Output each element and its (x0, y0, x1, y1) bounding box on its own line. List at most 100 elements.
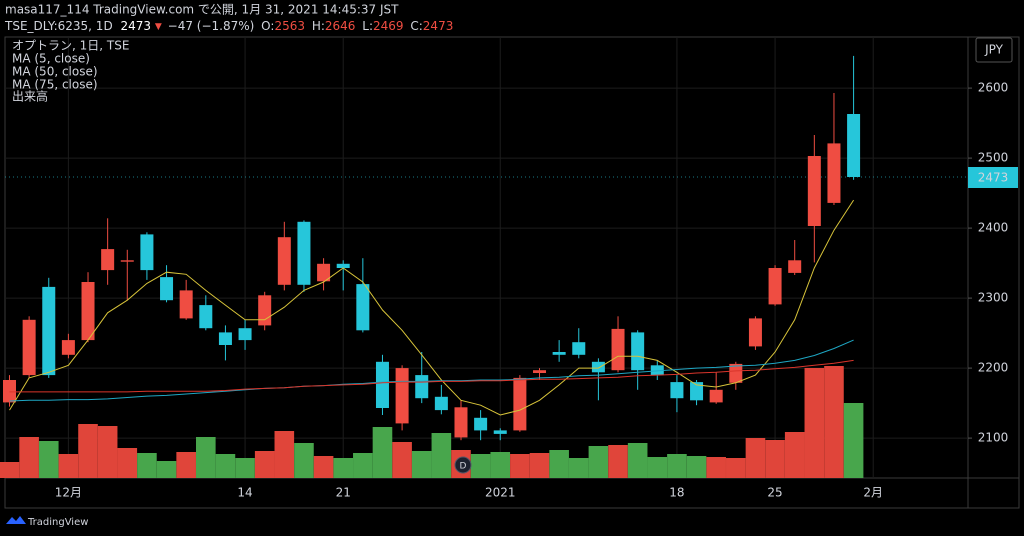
candle-body (729, 363, 743, 383)
volume-bar (78, 424, 98, 478)
candle-body (631, 332, 645, 371)
volume-bar (824, 366, 844, 478)
event-marker-label[interactable]: D (460, 462, 467, 472)
candle-body (101, 249, 115, 271)
candle-body (3, 380, 16, 403)
candle-body (690, 382, 704, 401)
volume-bar (549, 450, 569, 478)
last-price: 2473 (121, 19, 152, 33)
candle-body (81, 282, 95, 341)
ma-line (9, 359, 854, 393)
ohlc-label: C: (410, 19, 422, 33)
candle-body (513, 377, 527, 431)
ohlc-value: 2563 (274, 19, 305, 33)
legend-entry: MA (5, close) (12, 52, 90, 66)
candle-body (120, 260, 134, 262)
volume-bar (0, 462, 20, 478)
volume-bar (392, 442, 412, 478)
ohlc-label: O: (261, 19, 274, 33)
ohlc-value: 2473 (423, 19, 454, 33)
ma-line (9, 339, 854, 402)
candle-body (611, 328, 625, 371)
candle-body (258, 295, 272, 326)
y-tick-label: 2500 (978, 151, 1009, 165)
candle-body (474, 417, 488, 431)
volume-bar (627, 443, 648, 478)
brand: TradingView (27, 517, 88, 528)
x-tick-label: 18 (669, 486, 684, 500)
legend-title: オプトラン, 1日, TSE (12, 39, 129, 53)
candle-body (61, 340, 75, 355)
volume-bar (588, 446, 609, 478)
last-price-box (968, 167, 1018, 188)
volume-bar (470, 454, 491, 478)
ohlc-value: 2469 (373, 19, 404, 33)
volume-bar (254, 451, 275, 478)
header-line1: masa117_114 TradingView.com で公開, 1月 31, … (5, 3, 399, 17)
legend-entry: 出来高 (12, 89, 48, 104)
y-tick-label: 2600 (978, 81, 1009, 95)
volume-bar (19, 437, 39, 478)
candle-body (533, 370, 547, 373)
volume-bar (784, 432, 805, 478)
event-marker[interactable] (454, 456, 472, 474)
volume-bar (176, 452, 196, 478)
volume-bar (843, 403, 864, 478)
volume-bar (274, 431, 295, 478)
ohlc-value: 2646 (325, 19, 356, 33)
candle-body (317, 263, 331, 282)
symbol: TSE_DLY:6235, 1D (4, 19, 113, 33)
x-tick-label: 12月 (55, 486, 82, 500)
volume-bar (608, 445, 628, 478)
legend-entry: MA (75, close) (12, 78, 98, 92)
candle-body (140, 234, 154, 271)
currency-box[interactable] (975, 37, 1013, 63)
volume-bar (706, 457, 726, 478)
volume-bar (353, 453, 373, 478)
frame (4, 36, 1020, 509)
candle-body (42, 286, 56, 376)
volume-bar (294, 443, 314, 478)
volume-bar (647, 457, 668, 478)
volume-bar (726, 458, 746, 478)
candle-body (454, 407, 468, 438)
candle-body (415, 375, 429, 399)
candle-body (160, 277, 174, 301)
candle-body (650, 365, 664, 376)
candle-body (807, 156, 821, 226)
volume-bar (215, 454, 236, 478)
candle-body (434, 396, 448, 411)
ohlc-label: H: (312, 19, 325, 33)
volume-bar (804, 368, 825, 478)
candle-body (395, 368, 409, 424)
last-price-label: 2473 (978, 171, 1009, 185)
volume-bar (372, 427, 393, 478)
candle-body (552, 352, 566, 355)
candle-body (827, 143, 841, 203)
volume-bar (137, 453, 157, 478)
change: −47 (−1.87%) (168, 19, 255, 33)
candle-body (218, 332, 232, 345)
x-tick-label: 2月 (863, 486, 883, 500)
volume-bar (97, 426, 118, 478)
candle-body (748, 318, 762, 347)
candle-body (788, 260, 802, 273)
candle-body (670, 382, 684, 399)
volume-bar (686, 456, 707, 478)
candle-body (591, 361, 605, 373)
candle-body (493, 430, 507, 434)
volume-bar (765, 440, 785, 478)
volume-bar (58, 454, 79, 478)
candle-body (22, 319, 36, 376)
currency[interactable]: JPY (984, 43, 1004, 57)
candle-body (199, 305, 213, 329)
x-tick-label: 2021 (485, 486, 516, 500)
candle-body (238, 328, 252, 341)
volume-bar (529, 453, 550, 478)
down-arrow: ▼ (155, 22, 162, 32)
y-tick-label: 2200 (978, 361, 1009, 375)
candle-body (356, 284, 370, 331)
volume-bar (510, 454, 530, 478)
volume-bar (411, 451, 432, 478)
